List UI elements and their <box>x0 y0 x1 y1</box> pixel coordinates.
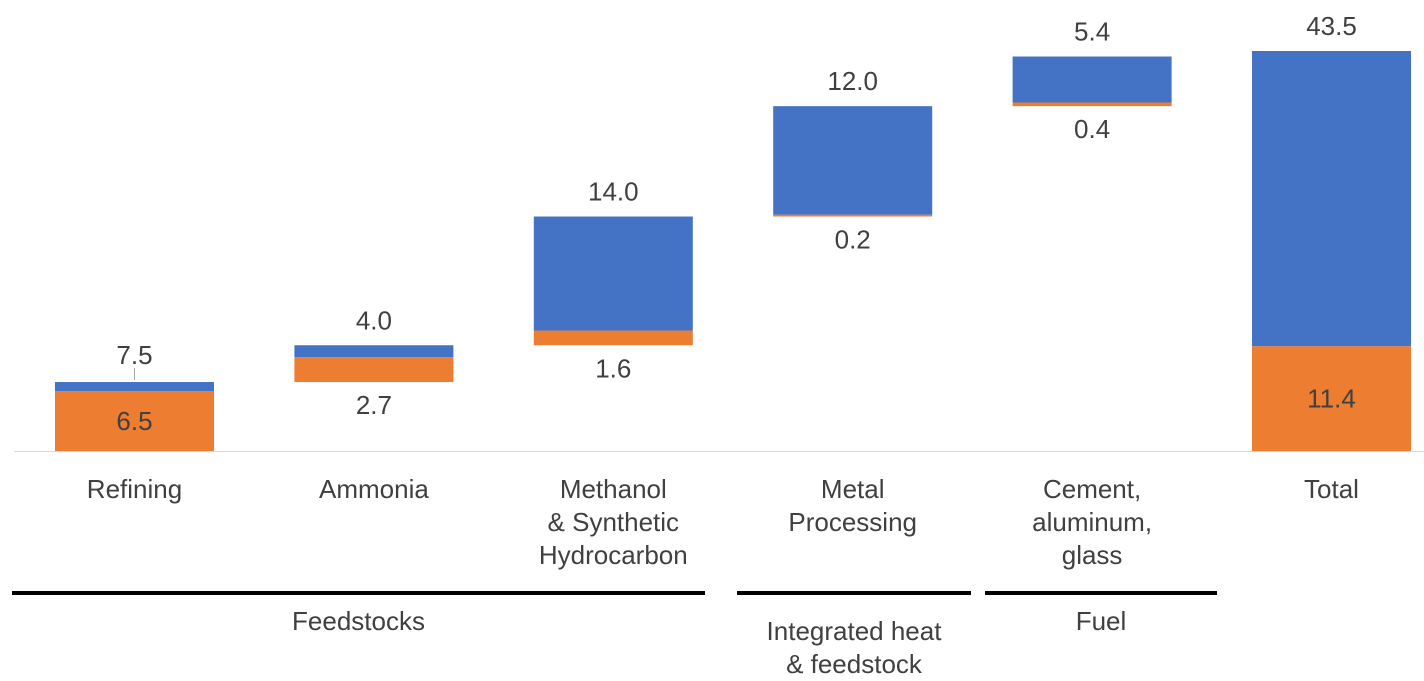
bar-segment-orange <box>533 330 693 346</box>
bar-segment-blue <box>533 216 693 331</box>
data-label-total: 5.4 <box>1074 17 1110 47</box>
bar-segment-orange <box>1252 346 1411 451</box>
category-labels-layer: Refining Ammonia Methanol& SyntheticHydroc… <box>87 474 1359 570</box>
data-labels-layer: 7.5 6.5 4.0 2.7 14.0 1.6 12.0 0.2 5.4 0.4 43.5 11.4 <box>116 11 1356 436</box>
data-label-orange: 6.5 <box>116 406 152 436</box>
bar-segment-blue <box>55 382 214 392</box>
category-label: Methanol <box>560 474 667 504</box>
bar-segment-orange <box>294 357 454 383</box>
bar-segment-orange <box>55 391 214 451</box>
group-labels-layer: Feedstocks Integrated heat& feedstock Fuel <box>12 591 1217 679</box>
category-label: Total <box>1304 474 1359 504</box>
data-label-orange: 0.2 <box>835 225 871 255</box>
data-label-total: 7.5 <box>116 340 152 370</box>
category-label: Hydrocarbon <box>539 540 688 570</box>
category-label: Cement, <box>1043 474 1141 504</box>
data-label-orange: 11.4 <box>1307 384 1356 414</box>
bar-segment-blue <box>294 345 454 358</box>
data-label-total: 12.0 <box>827 66 878 96</box>
data-label-orange: 1.6 <box>595 353 631 383</box>
bar-segment-blue <box>1252 51 1411 347</box>
data-label-orange: 2.7 <box>356 390 392 420</box>
data-label-total: 43.5 <box>1306 11 1357 41</box>
category-label: Processing <box>788 507 917 537</box>
group-label: Feedstocks <box>292 606 425 636</box>
category-label: aluminum, <box>1032 507 1152 537</box>
category-label: Ammonia <box>319 474 429 504</box>
category-label: Refining <box>87 474 182 504</box>
data-label-orange: 0.4 <box>1074 114 1110 144</box>
category-label: glass <box>1062 540 1123 570</box>
bars-layer <box>55 51 1411 451</box>
group-label: Integrated heat <box>767 616 943 646</box>
category-label: Metal <box>821 474 885 504</box>
group-label: Fuel <box>1076 606 1127 636</box>
group-label: & feedstock <box>786 649 923 679</box>
bar-segment-orange <box>1012 102 1172 107</box>
data-label-total: 4.0 <box>356 305 392 335</box>
category-label: & Synthetic <box>548 507 680 537</box>
data-label-total: 14.0 <box>588 177 639 207</box>
bar-segment-orange <box>773 214 933 217</box>
bar-segment-blue <box>1012 56 1172 103</box>
bar-segment-blue <box>773 106 933 215</box>
